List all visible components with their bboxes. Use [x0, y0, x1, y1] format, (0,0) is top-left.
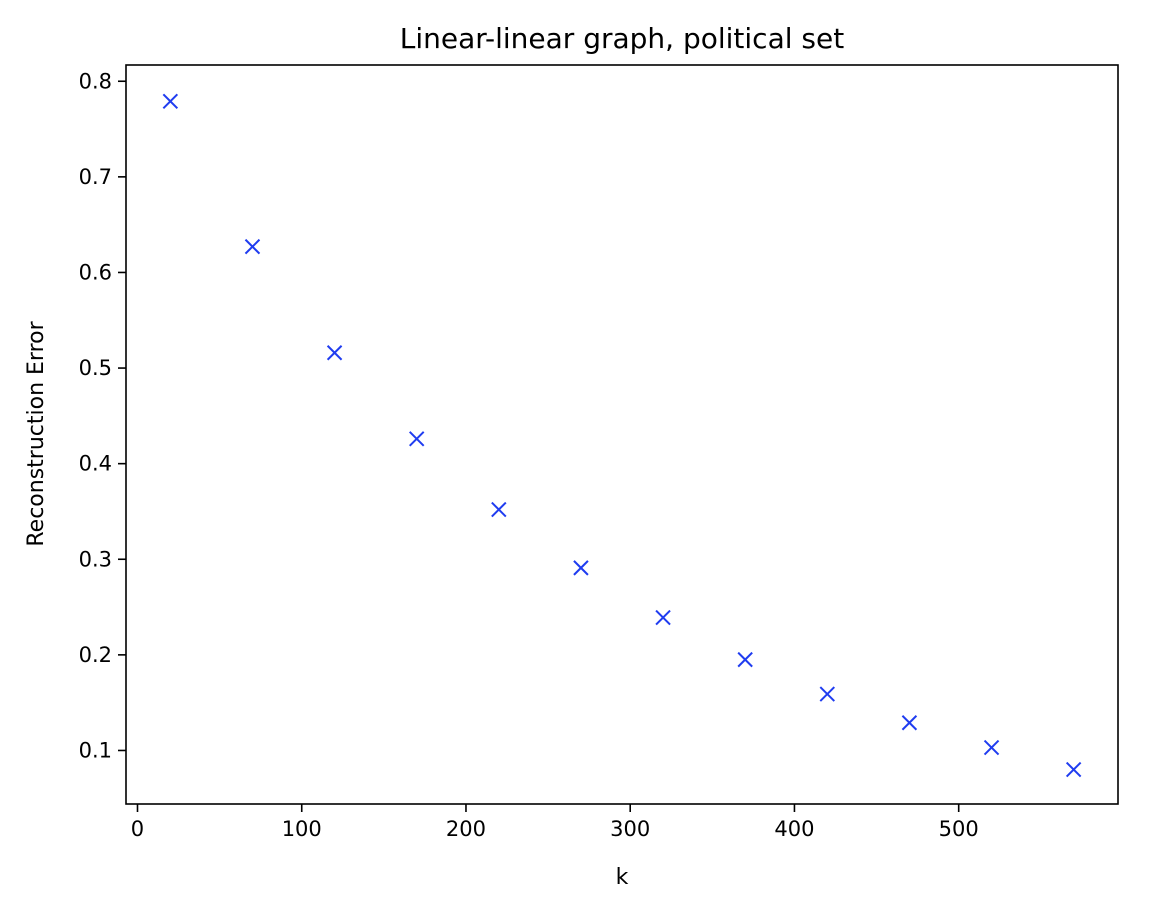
x-tick-label: 500: [939, 817, 979, 841]
y-tick-label: 0.7: [79, 165, 112, 189]
y-tick-label: 0.1: [79, 738, 112, 762]
x-axis-label: k: [616, 865, 629, 890]
data-point: [1065, 761, 1082, 778]
data-point: [491, 501, 507, 518]
y-tick-label: 0.8: [79, 69, 112, 93]
y-tick-label: 0.6: [79, 260, 112, 284]
chart-title: Linear-linear graph, political set: [400, 22, 844, 55]
y-tick-label: 0.2: [79, 643, 112, 667]
data-point: [819, 686, 836, 702]
y-axis: 0.1 0.2 0.3 0.4 0.5 0.6 0.7 0.8: [79, 69, 126, 762]
data-point: [983, 739, 1000, 756]
plot-area: 0 100 200 300 400 500 0.10.20.30.40.50.60.70.…: [79, 64, 1119, 841]
x-axis: 0 100 200 300 400 500: [131, 804, 979, 841]
x-tick-label: 200: [446, 817, 486, 841]
x-tick-label: 300: [610, 817, 650, 841]
y-tick-label: 0.3: [79, 547, 112, 571]
x-tick-label: 0: [131, 817, 144, 841]
y-axis-label: Reconstruction Error: [24, 320, 49, 546]
data-point: [573, 560, 589, 576]
y-tick-label: 0.5: [79, 356, 112, 380]
plot-frame: [125, 64, 1119, 805]
x-tick-label: 400: [774, 817, 814, 841]
data-point: [737, 651, 753, 668]
data-point: [901, 715, 918, 731]
data-point: [162, 93, 179, 110]
data-point: [408, 431, 425, 447]
data-point: [326, 345, 343, 361]
y-tick-label: 0.4: [79, 452, 112, 476]
data-point: [244, 238, 261, 255]
data-points: [162, 93, 1082, 778]
x-tick-label: 100: [282, 817, 322, 841]
data-point: [655, 609, 671, 626]
